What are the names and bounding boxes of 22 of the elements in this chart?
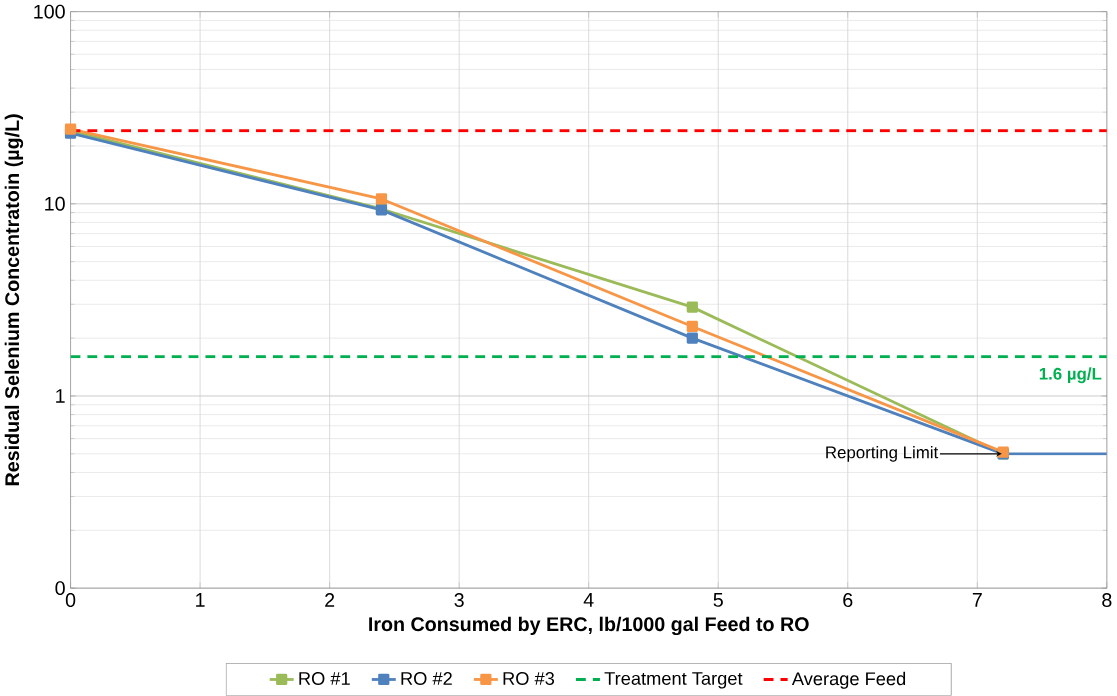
x-tick-label: 8 bbox=[1102, 593, 1112, 608]
legend-label: RO #2 bbox=[401, 672, 452, 686]
x-axis-title: Iron Consumed by ERC, lb/1000 gal Feed to RO bbox=[369, 616, 809, 636]
x-tick-label: 5 bbox=[713, 593, 723, 607]
x-tick-label: 0 bbox=[65, 593, 76, 608]
x-tick-label: 7 bbox=[972, 593, 982, 607]
y-tick-label: 100 bbox=[34, 4, 65, 19]
annotation: 1.6 µg/L bbox=[1039, 367, 1102, 384]
x-tick-label: 6 bbox=[843, 593, 853, 608]
annotation: Reporting Limit bbox=[826, 446, 939, 462]
legend-label: RO #3 bbox=[503, 672, 555, 686]
x-tick-label: 4 bbox=[583, 593, 594, 607]
y-tick-label: 1 bbox=[56, 389, 65, 403]
x-tick-label: 3 bbox=[454, 593, 464, 608]
y-axis-title: Residual Selenium Concentratoin (µg/L) bbox=[4, 114, 24, 486]
legend-label: Treatment Target bbox=[604, 672, 743, 689]
x-tick-label: 1 bbox=[196, 593, 205, 607]
x-tick-label: 2 bbox=[325, 593, 335, 607]
y-tick-label: 10 bbox=[45, 196, 65, 211]
legend-label: RO #1 bbox=[299, 672, 350, 686]
y-tick-label: 0 bbox=[55, 581, 65, 596]
legend-label: Average Feed bbox=[791, 671, 906, 689]
